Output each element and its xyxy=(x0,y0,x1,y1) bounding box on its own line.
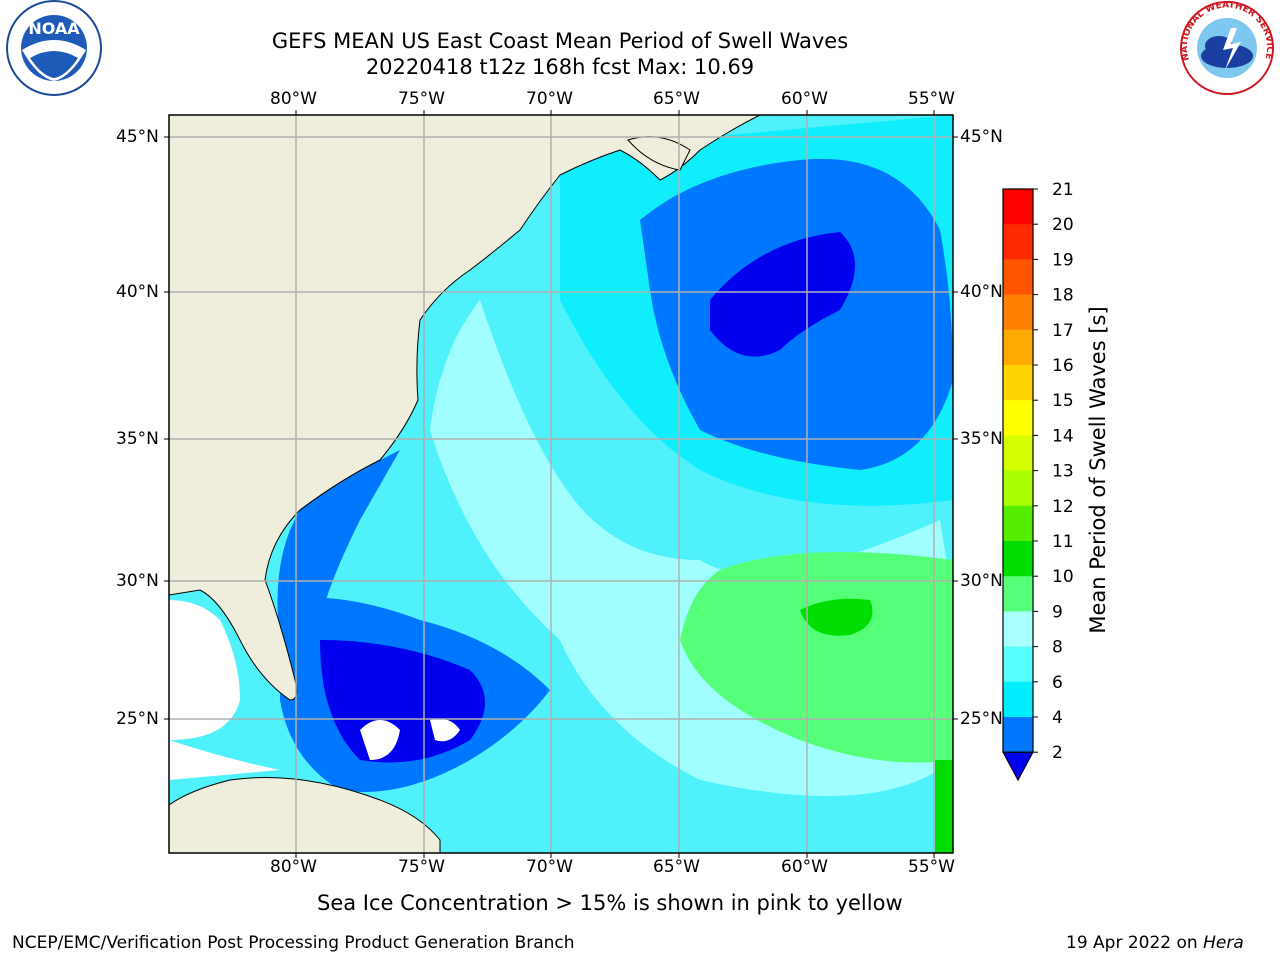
contour-10-11s xyxy=(800,598,873,636)
lon-label-top: 60°W xyxy=(781,89,828,109)
map-layers xyxy=(169,115,953,853)
colorbar-segment xyxy=(1003,435,1033,472)
noaa-logo: NOAA xyxy=(6,0,102,96)
colorbar-tick-label: 21 xyxy=(1052,180,1074,200)
contour-4-6s-coast xyxy=(277,450,400,640)
colorbar-tick-label: 13 xyxy=(1052,462,1074,482)
contour-9-10s xyxy=(680,552,953,763)
lon-label-bottom: 60°W xyxy=(781,857,828,877)
colorbar-tick-label: 8 xyxy=(1052,638,1063,658)
date-label: 19 Apr 2022 on xyxy=(1066,933,1204,953)
lat-label-left: 25°N xyxy=(116,709,159,729)
colorbar-tick-label: 9 xyxy=(1052,602,1063,622)
colorbar-tick-label: 10 xyxy=(1052,567,1074,587)
colorbar-tick-label: 4 xyxy=(1052,708,1063,728)
colorbar-segment xyxy=(1003,717,1033,753)
colorbar-tick-label: 14 xyxy=(1052,426,1074,446)
noaa-logo-text: NOAA xyxy=(28,19,80,38)
colorbar-segment xyxy=(1003,541,1033,577)
lon-label-top: 80°W xyxy=(270,89,317,109)
lat-label-left: 40°N xyxy=(116,282,159,302)
colorbar-segment xyxy=(1003,470,1033,507)
lon-label-top: 75°W xyxy=(398,89,445,109)
colorbar-segment xyxy=(1003,576,1033,612)
sea-ice-note: Sea Ice Concentration > 15% is shown in … xyxy=(317,891,903,915)
map-frame xyxy=(168,114,954,854)
colorbar-tick-label: 2 xyxy=(1052,743,1063,763)
colorbar-tick-label: 12 xyxy=(1052,497,1074,517)
colorbar-tick-label: 17 xyxy=(1052,321,1074,341)
lon-label-bottom: 55°W xyxy=(908,857,955,877)
lat-label-right: 40°N xyxy=(960,282,1003,302)
colorbar-extend-min xyxy=(1002,751,1034,782)
colorbar-tick-label: 16 xyxy=(1052,356,1074,376)
lon-label-bottom: 80°W xyxy=(270,857,317,877)
colorbar-segment xyxy=(1003,189,1033,225)
lon-label-bottom: 75°W xyxy=(398,857,445,877)
colorbar-tick-label: 20 xyxy=(1052,215,1074,235)
lat-label-left: 30°N xyxy=(116,571,159,591)
nws-logo: NATIONAL WEATHER SERVICE xyxy=(1180,0,1274,95)
lat-label-left: 35°N xyxy=(116,429,159,449)
lon-label-top: 65°W xyxy=(653,89,700,109)
chart-subtitle: 20220418 t12z 168h fcst Max: 10.69 xyxy=(365,55,755,79)
nodata-bahamas xyxy=(360,720,400,760)
colorbar-segment xyxy=(1003,224,1033,260)
contour-2-4s-ne xyxy=(710,232,855,357)
nodata-bahamas xyxy=(430,718,460,742)
colorbar-segment xyxy=(1003,365,1033,401)
colorbar-segment xyxy=(1003,259,1033,296)
colorbar-tick-label: 15 xyxy=(1052,391,1074,411)
lat-label-right: 35°N xyxy=(960,429,1003,449)
colorbar-tick-label: 19 xyxy=(1052,250,1074,270)
nodata-south xyxy=(169,740,280,780)
colorbar-tick-label: 11 xyxy=(1052,532,1074,552)
lat-label-right: 30°N xyxy=(960,571,1003,591)
lat-label-right: 45°N xyxy=(960,127,1003,147)
colorbar-segment xyxy=(1003,400,1033,436)
colorbar-segment xyxy=(1003,329,1033,366)
colorbar-segment xyxy=(1003,646,1033,683)
colorbar-tick-label: 18 xyxy=(1052,286,1074,306)
land-cuba xyxy=(169,777,441,853)
colorbar-tick-label: 6 xyxy=(1052,673,1063,693)
contour-10-11s-edge xyxy=(935,760,953,853)
machine-name: Hera xyxy=(1203,933,1244,953)
colorbar-segment xyxy=(1003,294,1033,331)
date-text: 19 Apr 2022 on Hera xyxy=(1066,933,1244,953)
colorbar-segment xyxy=(1003,611,1033,648)
lon-label-bottom: 70°W xyxy=(526,857,573,877)
chart-title: GEFS MEAN US East Coast Mean Period of S… xyxy=(271,29,849,53)
colorbar-label: Mean Period of Swell Waves [s] xyxy=(1086,306,1110,634)
nodata-gulf xyxy=(169,600,240,740)
lat-label-left: 45°N xyxy=(116,127,159,147)
colorbar-segment xyxy=(1003,505,1033,542)
lat-label-right: 25°N xyxy=(960,709,1003,729)
colorbar-segment xyxy=(1003,681,1033,718)
lon-label-top: 55°W xyxy=(908,89,955,109)
lon-label-top: 70°W xyxy=(526,89,573,109)
credit-text: NCEP/EMC/Verification Post Processing Pr… xyxy=(12,933,575,953)
lon-label-bottom: 65°W xyxy=(653,857,700,877)
